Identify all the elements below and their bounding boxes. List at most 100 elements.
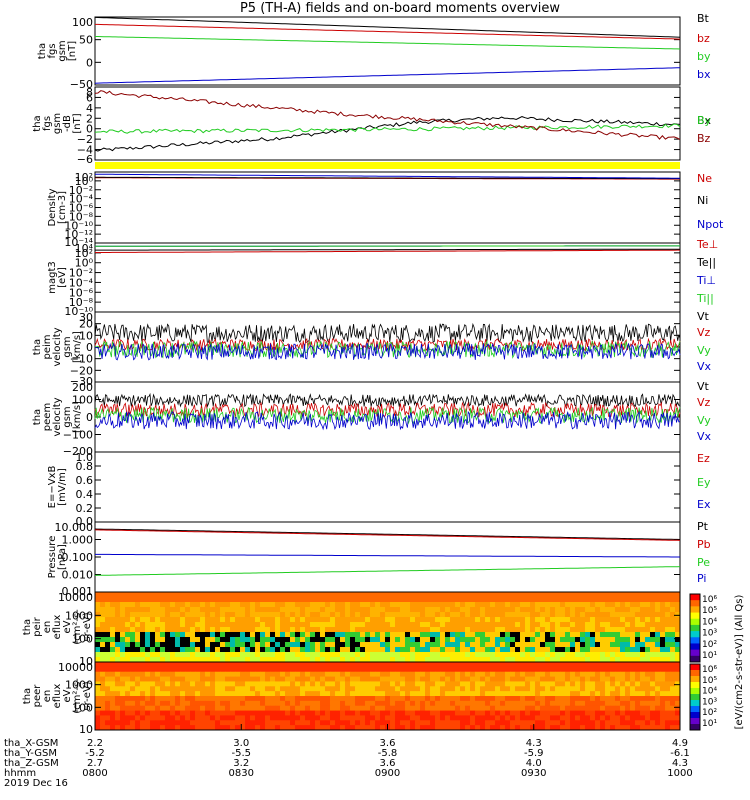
ylabel-line: eflux <box>52 684 63 709</box>
colorbar-label: [eV/(cm2-s-str-eV)] (All Qs) <box>734 594 745 729</box>
time-axis-value: 3.6 <box>380 738 396 749</box>
panel-density: Density [cm-3] 10²10⁰10⁻²10⁻⁴10⁻⁶10⁻⁸10⁻¹⁰… <box>47 171 681 249</box>
legend-bx: bx <box>697 68 711 81</box>
series-Vy <box>94 406 681 425</box>
y-tick-label: 10⁻¹⁴ <box>64 236 93 249</box>
ylabel-line: [mV/m] <box>57 468 68 506</box>
time-axis-row-label: 2019 Dec 16 <box>4 778 68 789</box>
y-tick-label: 0 <box>86 341 93 354</box>
y-tick-label: 1000 <box>65 609 93 622</box>
quality-flag-bar <box>95 162 680 169</box>
y-tick-label: 20 <box>79 318 93 331</box>
y-tick-label: 1.0 <box>76 451 94 464</box>
series-Bt <box>94 16 681 38</box>
time-axis-value: 4.3 <box>672 758 688 769</box>
colorbar-tick: 10⁴ <box>702 687 717 697</box>
ylabel-line: gsm <box>57 40 68 61</box>
spectrogram <box>95 592 681 663</box>
y-tick-label: 10⁻⁸ <box>69 296 94 309</box>
y-tick-label: 0.8 <box>76 460 94 473</box>
y-tick-label: −4 <box>77 144 93 157</box>
series-Te|| <box>95 248 680 251</box>
series-bz <box>95 23 681 40</box>
panel-ylabel: E=−VxB [mV/m] <box>47 466 68 509</box>
legend-Vy: Vy <box>697 344 711 357</box>
ylabel-line: gsm <box>62 336 73 357</box>
ylabel-line: tha <box>22 619 33 635</box>
y-tick-label: 100 <box>72 633 93 646</box>
legend-Bz: Bz <box>697 132 711 145</box>
y-tick-label: 10⁻⁸ <box>69 210 94 223</box>
panel-ylabel: Pressure [nPa] <box>47 536 68 579</box>
y-tick-label: 10⁰ <box>75 257 94 270</box>
ylabel-line: magt3 <box>47 261 58 294</box>
time-axis: 2.2-5.22.708003.0-5.53.208303.6-5.83.609… <box>4 724 693 789</box>
series-Ni <box>95 176 681 180</box>
y-tick-label: 100 <box>72 16 93 29</box>
series-Vx <box>94 342 681 361</box>
legend-Ti⊥: Ti⊥ <box>696 274 716 287</box>
legend-Pt: Pt <box>697 520 709 533</box>
legend-Vz: Vz <box>697 396 711 409</box>
colorbar-tick: 10⁵ <box>702 606 717 616</box>
legend-Vt: Vt <box>697 380 710 393</box>
panel-ylabel: tha peim velocity gsm [km/s] <box>32 327 83 366</box>
y-tick-label: −20 <box>70 364 93 377</box>
ylabel-line: tha <box>32 339 43 355</box>
ylabel-line: eV <box>62 620 73 633</box>
ylabel-line: [nPa] <box>57 544 68 570</box>
colorbar-tick: 10⁵ <box>702 676 717 686</box>
colorbar-upper <box>689 593 701 663</box>
panel-efield: E=−VxB [mV/m] 1.00.80.60.40.20.0 <box>47 451 681 528</box>
legend-Ey: Ey <box>697 476 711 489</box>
legend-Vx: Vx <box>697 360 712 373</box>
time-axis-value: -5.9 <box>524 748 544 759</box>
time-axis-row-label: tha_Z-GSM <box>4 758 59 769</box>
y-tick-label: 1000 <box>65 679 93 692</box>
time-axis-value: -5.2 <box>85 748 105 759</box>
legend-Bx: Bx <box>697 114 712 127</box>
time-axis-value: -5.8 <box>378 748 398 759</box>
y-tick-label: 30 <box>79 311 93 324</box>
ylabel-line: tha <box>37 43 48 59</box>
y-tick-label: 0.4 <box>76 488 94 501</box>
ylabel-line: [km/s] <box>72 401 83 433</box>
time-axis-row-label: hhmm <box>4 768 36 779</box>
panel-peer-en-eflux: tha peer en eflux eV (cm²-s-sr-eV) 10000 1000 10… <box>22 661 681 736</box>
legend-Vy: Vy <box>697 414 711 427</box>
y-tick-label: −200 <box>63 445 93 458</box>
y-tick-label: 0.0 <box>76 515 94 528</box>
y-tick-label: −50 <box>70 78 93 91</box>
ylabel-line: (cm²-s- <box>72 678 83 714</box>
y-tick-label: 1.000 <box>62 534 94 547</box>
y-tick-label: 10² <box>75 171 93 184</box>
ylabel-line: sr-eV) <box>82 681 93 710</box>
legend-bz: bz <box>697 32 710 45</box>
y-tick-label: 0 <box>86 411 93 424</box>
y-tick-label: −100 <box>63 429 93 442</box>
panel-frame <box>94 16 681 86</box>
panel-frame <box>94 242 681 313</box>
time-axis-value: 3.6 <box>380 758 396 769</box>
time-axis-value: 2.7 <box>87 758 103 769</box>
panel-ylabel: tha fgs gsm -dB [nT] <box>32 113 83 134</box>
series-by <box>95 36 681 50</box>
colorbar-tick: 10¹ <box>702 651 717 661</box>
time-axis-value: 0900 <box>375 768 400 779</box>
y-tick-label: 10² <box>75 247 93 260</box>
panel-ylabel: tha fgs gsm [nT] <box>37 40 78 61</box>
y-tick-label: 0.100 <box>62 551 94 564</box>
ylabel-line: (cm²-s- <box>72 609 83 645</box>
colorbar-tick: 10³ <box>702 629 717 639</box>
y-tick-label: −6 <box>77 153 93 166</box>
y-tick-label: 10 <box>79 329 93 342</box>
y-tick-label: 10 <box>79 655 93 668</box>
ylabel-line: en <box>42 621 53 634</box>
y-tick-label: 10⁻¹⁰ <box>64 219 93 232</box>
time-axis-value: 3.2 <box>233 758 249 769</box>
legend-by: by <box>697 50 711 63</box>
y-tick-label: 10 <box>79 723 93 736</box>
y-tick-label: 10000 <box>58 591 93 604</box>
